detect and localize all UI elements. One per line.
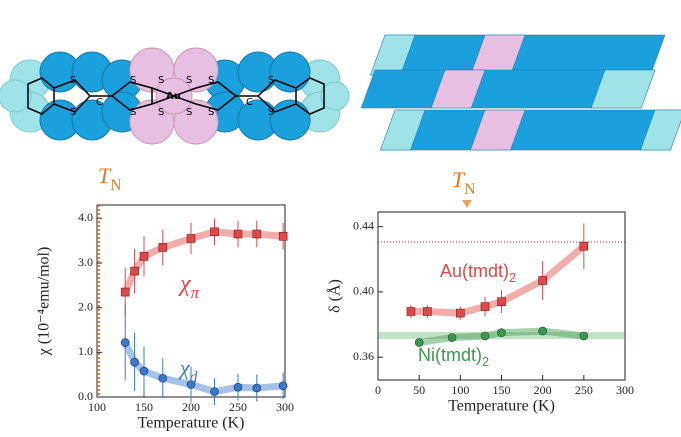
x-axis-label: Temperature (K) (448, 398, 555, 415)
marker (497, 328, 506, 337)
marker (456, 308, 465, 318)
marker (233, 382, 243, 392)
x-tick-label: 0 (375, 383, 381, 397)
svg-text:C: C (246, 97, 253, 108)
tn-label: TN (98, 163, 121, 194)
legend-label: χπ (178, 271, 200, 303)
y-tick-label: 0.44 (353, 218, 374, 232)
y-tick-label: 0.0 (78, 389, 93, 403)
marker (130, 266, 139, 276)
marker (423, 307, 432, 316)
svg-text:S: S (186, 107, 192, 118)
marker (278, 381, 288, 391)
svg-text:S: S (130, 107, 136, 118)
x-tick-label: 200 (534, 383, 552, 397)
marker (538, 326, 547, 336)
svg-text:S: S (70, 107, 76, 118)
x-tick-label: 100 (451, 383, 469, 397)
marker (538, 276, 547, 285)
y-axis-label: χ (10⁻⁴emu/mol) (36, 247, 53, 357)
legend-label: Ni(tmdt)2 (418, 345, 489, 370)
marker (480, 331, 490, 341)
marker (447, 333, 457, 342)
x-tick-label: 250 (575, 383, 593, 397)
fit-curve (121, 339, 287, 396)
svg-text:S: S (130, 75, 136, 86)
x-tick-label: 150 (493, 383, 511, 397)
svg-text:S: S (186, 75, 192, 86)
marker (414, 338, 424, 347)
fit-curve (121, 228, 287, 296)
x-tick-label: 100 (88, 400, 106, 414)
ref-band (378, 332, 625, 339)
fit-curve (415, 327, 588, 346)
marker (480, 302, 490, 311)
marker (210, 387, 219, 396)
legend-label: χd (178, 355, 198, 386)
marker (233, 229, 243, 239)
marker (579, 241, 589, 251)
svg-text:S: S (158, 75, 164, 86)
marker (186, 380, 196, 389)
marker (278, 231, 288, 241)
y-tick-label: 3.0 (78, 255, 93, 269)
crystal-packing (360, 34, 681, 151)
marker (139, 366, 149, 376)
marker (120, 287, 130, 297)
x-tick-label: 300 (276, 400, 294, 414)
marker (406, 307, 416, 316)
marker (252, 229, 262, 239)
tn-arrow (462, 200, 472, 208)
legend-label: Au(tmdt)2 (440, 261, 516, 286)
y-tick-label: 4.0 (78, 210, 93, 224)
series (120, 304, 288, 406)
series (414, 326, 589, 347)
marker (139, 252, 149, 261)
y-axis-label: δ (Å) (326, 279, 344, 313)
marker (579, 331, 589, 341)
svg-text:S: S (268, 107, 274, 118)
svg-text:S: S (208, 75, 214, 86)
x-tick-label: 250 (229, 400, 247, 414)
y-tick-label: 1.0 (78, 344, 93, 358)
marker (210, 227, 219, 237)
svg-text:S: S (70, 75, 76, 86)
marker (186, 234, 196, 243)
marker (497, 297, 506, 307)
svg-text:Au: Au (166, 91, 181, 102)
x-tick-label: 200 (182, 400, 200, 414)
marker (158, 243, 168, 252)
y-tick-label: 0.40 (353, 284, 374, 298)
marker (158, 373, 168, 383)
series (406, 223, 589, 320)
svg-text:S: S (268, 75, 274, 86)
svg-text:S: S (208, 107, 214, 118)
tn-label: TN (452, 167, 475, 198)
x-tick-label: 50 (413, 383, 425, 397)
y-tick-label: 0.36 (353, 349, 374, 363)
svg-text:S: S (158, 107, 164, 118)
series (120, 218, 288, 317)
svg-text:C: C (96, 97, 103, 108)
molecule-left: S S S S S S S S Au S S S S C C (0, 47, 350, 145)
x-axis-label: Temperature (K) (138, 415, 245, 432)
marker (130, 357, 139, 367)
marker (120, 338, 130, 347)
y-tick-label: 2.0 (78, 299, 93, 313)
x-tick-label: 300 (616, 383, 634, 397)
marker (252, 383, 262, 393)
x-tick-label: 150 (135, 400, 153, 414)
